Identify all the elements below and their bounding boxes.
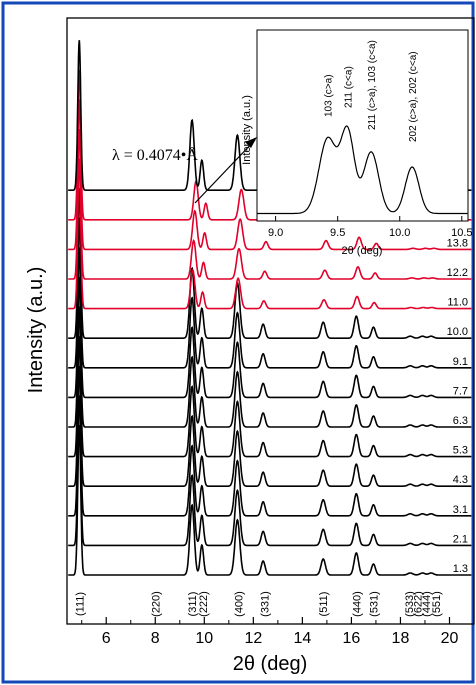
x-axis-label: 2θ (deg)	[233, 653, 308, 675]
inset-x-tick-label: 10.5	[451, 227, 472, 239]
inset-x-tick-label: 9.0	[268, 227, 283, 239]
x-tick-label: 14	[293, 630, 311, 647]
hkl-label: (511)	[318, 592, 330, 617]
inset-trace	[257, 125, 468, 215]
hkl-label: (331)	[259, 591, 271, 617]
hkl-label: (551)	[431, 591, 443, 617]
hkl-label: (220)	[150, 591, 162, 617]
trace-2.1	[68, 395, 472, 547]
hkl-label: (444)	[421, 591, 433, 617]
hkl-label: (531)	[369, 591, 381, 617]
series-label: 11.0	[447, 297, 468, 309]
trace-7.7	[68, 247, 472, 399]
hkl-label: (400)	[234, 591, 246, 617]
x-tick-label: 16	[343, 630, 361, 647]
series-label: 2.1	[453, 533, 468, 545]
series-label: 13.8	[447, 237, 468, 249]
hkl-label: (533)	[404, 591, 416, 617]
inset-peak-label: 202 (c>a), 202 (c<a)	[408, 51, 419, 142]
x-axis: 6 8 10 12 14 16 18 20	[81, 617, 475, 647]
hkl-label: (440)	[351, 591, 363, 617]
x-tick-label: 6	[102, 630, 111, 647]
plot-frame	[66, 17, 475, 625]
series-label: 9.1	[453, 356, 468, 368]
inset-peak-label: 211 (c>a), 103 (c<a)	[367, 40, 378, 130]
trace-12.2	[68, 128, 472, 280]
hkl-label: (311)	[187, 592, 199, 617]
series-label: 12.2	[447, 267, 468, 279]
series-label: 1.3	[453, 563, 468, 575]
x-tick-label: 10	[195, 630, 213, 647]
x-tick-label: 8	[151, 630, 160, 647]
trace-3.1	[68, 365, 472, 517]
inset-x-tick-label: 10.0	[389, 227, 410, 239]
trace-9.1	[68, 217, 472, 369]
trace-13.8	[68, 99, 472, 251]
x-tick-label: 18	[392, 630, 410, 647]
series-label: 7.7	[453, 385, 468, 397]
inset-peak-label: 103 (c>a)	[324, 74, 335, 117]
trace-6.3	[68, 276, 472, 428]
inset-arrow	[194, 139, 256, 204]
trace-10.0	[68, 188, 472, 339]
series-label: 5.3	[453, 445, 468, 457]
inset-x-axis-label: 2θ (deg)	[342, 245, 383, 257]
trace-4.3	[68, 336, 472, 487]
hkl-label: (222)	[198, 591, 210, 617]
y-axis-label: Intensity (a.u.)	[25, 267, 47, 394]
hkl-label: (622)	[413, 591, 425, 617]
inset-x-axis: 9.0 9.5 10.0 10.5	[268, 216, 473, 239]
inset-peak-label: 211 (c<a)	[344, 66, 355, 108]
series-label: 4.3	[453, 474, 468, 486]
inset-plot: 9.0 9.5 10.0 10.5 103 (c>a) 211 (c<a) 211 (c>…	[241, 29, 473, 257]
x-tick-label: 12	[244, 630, 262, 647]
trace-1.3	[68, 424, 472, 576]
series-label: 6.3	[453, 415, 468, 427]
trace-11.0	[68, 158, 472, 310]
inset-x-tick-label: 9.5	[330, 227, 345, 239]
hkl-label: (111)	[74, 592, 86, 616]
inset-y-axis-label: Intensity (a.u.)	[241, 95, 253, 165]
inset-peak-labels: 103 (c>a) 211 (c<a) 211 (c>a), 103 (c<a) 20…	[324, 40, 419, 142]
wavelength-annotation: λ = 0.4074•Å	[112, 146, 198, 164]
inset-arrowhead	[245, 137, 257, 148]
inset-curve	[257, 125, 468, 215]
hkl-labels: (111) (220) (311) (222) (400) (331) (511) (440)…	[74, 591, 443, 617]
series-label: 3.1	[453, 504, 468, 516]
trace-5.3	[68, 306, 472, 458]
inset-frame	[256, 29, 469, 222]
series-label: 10.0	[447, 326, 468, 338]
x-tick-label: 20	[441, 630, 459, 647]
